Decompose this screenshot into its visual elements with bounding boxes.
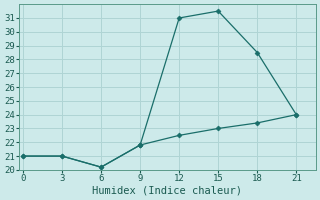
X-axis label: Humidex (Indice chaleur): Humidex (Indice chaleur) [92,186,243,196]
